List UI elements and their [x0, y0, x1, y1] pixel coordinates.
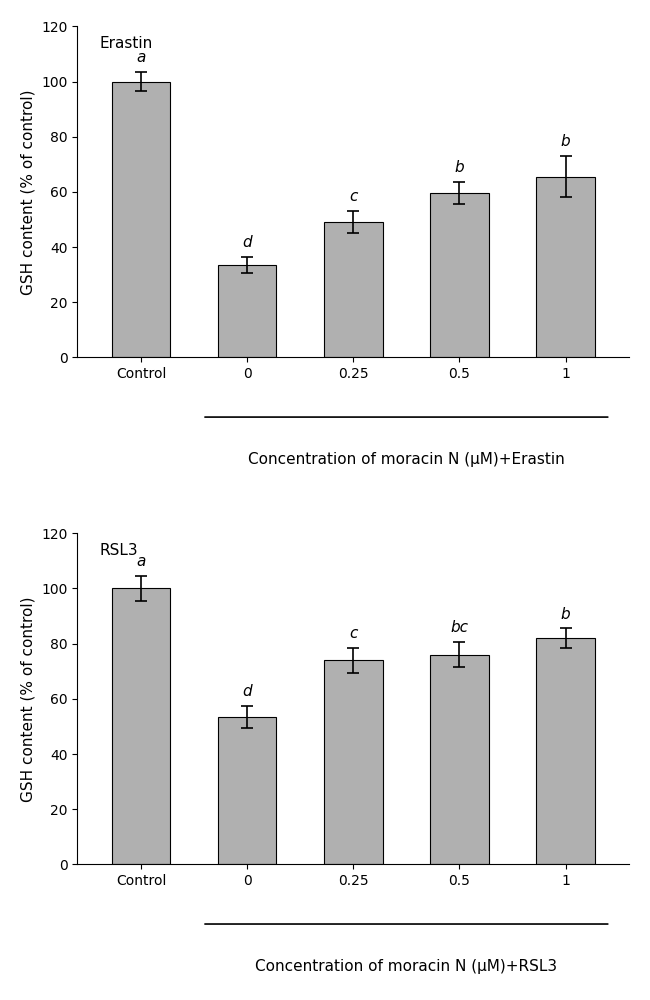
Bar [218, 717, 276, 864]
Text: c: c [349, 626, 358, 641]
Bar [324, 660, 382, 864]
Text: Erastin: Erastin [99, 36, 153, 51]
Text: Concentration of moracin N (μM)+RSL3: Concentration of moracin N (μM)+RSL3 [255, 959, 558, 974]
Text: a: a [136, 50, 146, 65]
Text: a: a [136, 554, 146, 569]
Bar [536, 177, 595, 357]
Text: d: d [242, 235, 252, 250]
Text: b: b [561, 607, 570, 622]
Text: b: b [561, 134, 570, 149]
Y-axis label: GSH content (% of control): GSH content (% of control) [21, 89, 36, 295]
Bar [430, 193, 489, 357]
Text: b: b [454, 160, 464, 175]
Text: RSL3: RSL3 [99, 543, 138, 558]
Text: c: c [349, 189, 358, 204]
Y-axis label: GSH content (% of control): GSH content (% of control) [21, 596, 36, 802]
Bar [112, 82, 170, 357]
Bar [324, 222, 382, 357]
Text: bc: bc [450, 620, 469, 635]
Bar [430, 655, 489, 864]
Bar [218, 265, 276, 357]
Bar [112, 588, 170, 864]
Text: Concentration of moracin N (μM)+Erastin: Concentration of moracin N (μM)+Erastin [248, 452, 565, 467]
Text: d: d [242, 684, 252, 699]
Bar [536, 638, 595, 864]
